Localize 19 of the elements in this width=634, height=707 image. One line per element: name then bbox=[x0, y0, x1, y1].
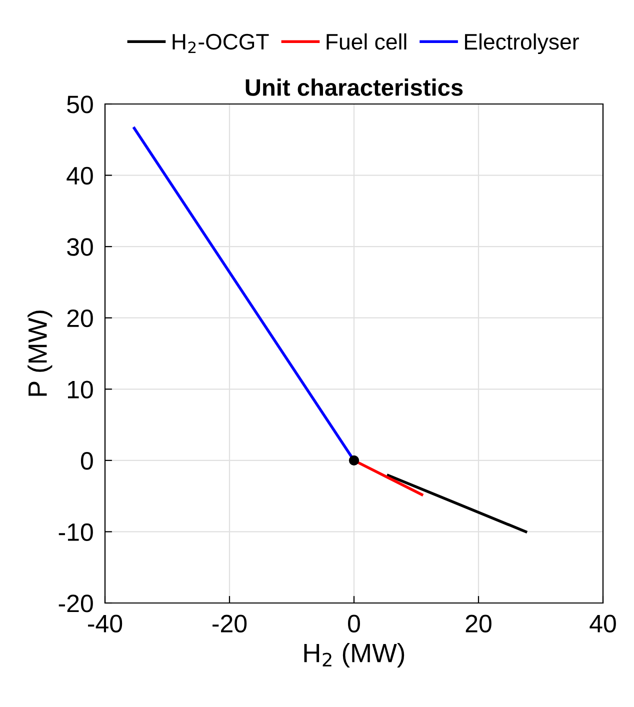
y-axis-title: P (MW) bbox=[28, 310, 52, 396]
y-tick-label: -20 bbox=[58, 594, 93, 612]
x-tick-label: 40 bbox=[590, 614, 616, 632]
y-tick-label: 10 bbox=[68, 380, 93, 398]
y-tick-label: -10 bbox=[58, 523, 93, 542]
x-tick-label: 20 bbox=[466, 614, 492, 632]
x-tick-label: -40 bbox=[88, 614, 122, 632]
y-tick-label: 20 bbox=[67, 309, 93, 328]
x-axis-title: H$_{2}$ (MW) bbox=[304, 642, 404, 668]
x-tick-label: -20 bbox=[212, 614, 247, 632]
chart-title: Unit characteristics bbox=[246, 78, 463, 96]
legend-label: H$_{2}$-OCGT bbox=[172, 34, 269, 54]
y-tick-label: 40 bbox=[66, 166, 93, 185]
x-tick-label: 0 bbox=[348, 614, 360, 632]
y-tick-label: 30 bbox=[67, 238, 93, 256]
y-tick-label: 50 bbox=[67, 96, 93, 114]
y-tick-label: 0 bbox=[80, 452, 93, 470]
legend-label: Electrolyser bbox=[465, 33, 579, 54]
legend-label: Fuel cell bbox=[326, 33, 406, 50]
